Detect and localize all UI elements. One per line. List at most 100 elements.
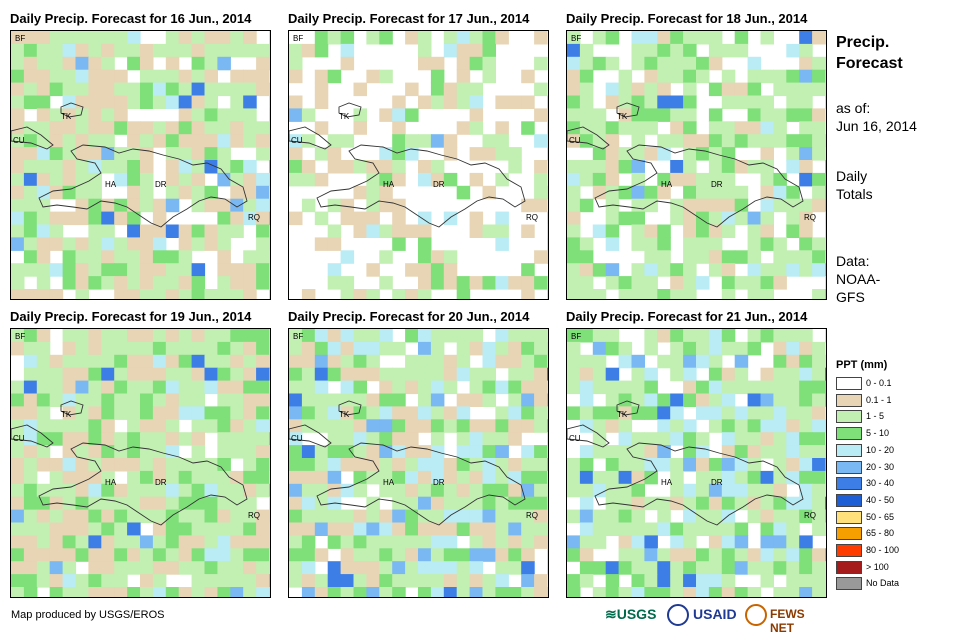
precip-cell — [230, 393, 244, 407]
panel-title: Daily Precip. Forecast for 19 Jun., 2014 — [10, 309, 252, 324]
place-label-rq: RQ — [248, 511, 260, 520]
precip-cell — [786, 380, 800, 395]
precip-cell — [482, 69, 496, 84]
turks-caicos-outline — [616, 400, 640, 416]
precip-cell — [418, 354, 432, 369]
precip-cell — [657, 445, 671, 459]
precip-cell — [786, 432, 800, 446]
precip-cell — [708, 367, 723, 382]
precip-cell — [314, 458, 329, 472]
precip-cell — [721, 276, 736, 290]
precip-cell — [644, 198, 658, 213]
precip-cell — [812, 341, 826, 356]
precip-cell — [521, 535, 535, 549]
precip-cell — [353, 380, 367, 395]
precip-cell — [88, 134, 102, 148]
precip-cell — [567, 211, 581, 226]
precip-cell — [165, 367, 180, 382]
precip-cell — [547, 561, 548, 575]
precip-cell — [152, 289, 167, 299]
precip-cell — [301, 367, 316, 382]
precip-cell — [101, 276, 115, 290]
precip-cell — [36, 31, 51, 45]
precip-cell — [353, 82, 367, 97]
precip-cell — [696, 354, 710, 369]
precip-cell — [217, 250, 231, 264]
precip-cell — [644, 224, 658, 238]
precip-cell — [62, 108, 77, 122]
precip-cell — [353, 289, 367, 299]
precip-cell — [178, 276, 193, 290]
precip-cell — [75, 198, 89, 213]
precip-cell — [114, 367, 128, 382]
precip-cell — [747, 108, 762, 122]
precip-cell — [36, 147, 51, 161]
precip-cell — [379, 483, 393, 498]
legend-swatch — [836, 460, 862, 474]
precip-cell — [773, 470, 787, 485]
precip-cell — [760, 445, 774, 459]
precip-cell — [140, 406, 154, 420]
precip-cell — [812, 574, 826, 588]
precip-cell — [256, 354, 270, 369]
precip-cell — [521, 263, 535, 277]
precip-cell — [23, 470, 38, 485]
precip-cell — [366, 393, 380, 407]
precip-cell — [88, 406, 102, 420]
precip-cell — [289, 329, 303, 343]
precip-cell — [721, 211, 736, 226]
precip-cell — [799, 341, 813, 356]
precip-cell — [217, 263, 231, 277]
legend-swatch — [836, 393, 862, 407]
precip-cell — [140, 134, 154, 148]
precip-cell — [521, 483, 535, 498]
precip-cell — [773, 445, 787, 459]
precip-cell — [140, 354, 154, 369]
place-label-cu: CU — [291, 136, 303, 145]
precip-cell — [217, 445, 231, 459]
precip-cell — [456, 341, 471, 356]
precip-cell — [88, 561, 102, 575]
precip-cell — [405, 470, 419, 485]
precip-cell — [36, 289, 51, 299]
precip-cell — [405, 458, 419, 472]
precip-cell — [269, 250, 270, 264]
precip-cell — [217, 160, 231, 174]
precip-cell — [256, 43, 270, 58]
precip-cell — [327, 535, 342, 549]
precip-cell — [670, 483, 684, 498]
precip-cell — [670, 561, 684, 575]
precip-cell — [392, 134, 406, 148]
precip-cell — [289, 211, 303, 226]
precip-cell — [11, 509, 25, 524]
precip-cell — [62, 134, 77, 148]
precip-cell — [140, 56, 154, 71]
precip-cell — [721, 329, 736, 343]
precip-cell — [579, 367, 594, 382]
precip-cell — [243, 587, 257, 597]
precip-cell — [618, 587, 633, 597]
precip-cell — [579, 263, 594, 277]
precip-cell — [114, 147, 128, 161]
precip-cell — [430, 95, 445, 109]
precip-cell — [786, 43, 800, 58]
precip-cell — [269, 535, 270, 549]
precip-cell — [327, 276, 342, 290]
precip-cell — [152, 69, 167, 84]
precip-cell — [353, 354, 367, 369]
precip-cell — [88, 419, 102, 433]
precip-cell — [165, 198, 180, 213]
precip-cell — [289, 56, 303, 71]
precip-cell — [605, 121, 620, 135]
precip-cell — [760, 432, 774, 446]
precip-cell — [379, 380, 393, 395]
precip-cell — [366, 509, 380, 524]
precip-cell — [379, 432, 393, 446]
precip-cell — [36, 458, 51, 472]
precip-cell — [443, 95, 458, 109]
precip-cell — [62, 470, 77, 485]
precip-cell — [49, 160, 64, 174]
precip-cell — [204, 198, 218, 213]
precip-cell — [23, 198, 38, 213]
precip-cell — [812, 147, 826, 161]
